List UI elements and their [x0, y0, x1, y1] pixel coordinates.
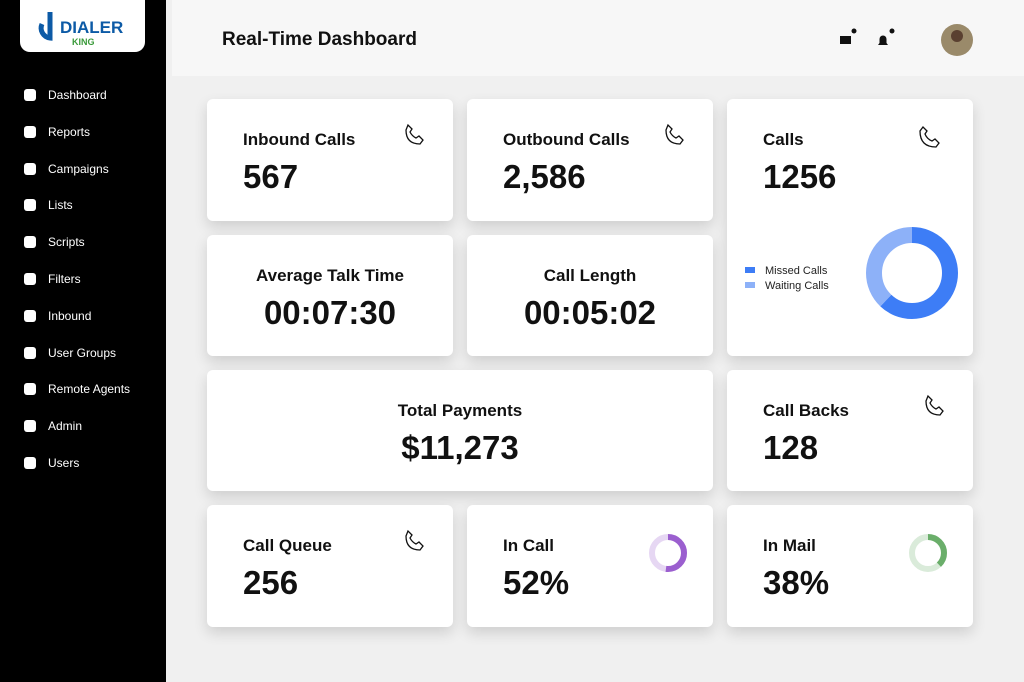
stat-card: In Mail 38% [727, 505, 973, 627]
menu-item[interactable]: Lists [24, 197, 73, 213]
card-icon [925, 394, 944, 416]
mail-icon[interactable] [840, 36, 851, 44]
stat-card: Average Talk Time 00:07:30 [207, 235, 453, 356]
card-graphics [649, 534, 687, 572]
menu-item[interactable]: User Groups [24, 345, 116, 361]
legend-label: Waiting Calls [765, 280, 829, 292]
card-value: 00:07:30 [263, 294, 397, 331]
card-title: Total Payments [397, 401, 523, 420]
card-value: 38% [763, 564, 830, 601]
menu-item[interactable]: Remote Agents [24, 381, 130, 397]
logo[interactable]: DIALER KING [20, 0, 145, 52]
logo-art: DIALER KING [38, 12, 123, 47]
menu-item[interactable]: Campaigns [24, 161, 109, 177]
bell-dot [889, 28, 895, 34]
card-title: Call Queue [243, 536, 332, 555]
header: Real-Time Dashboard [172, 0, 1024, 76]
legend-swatch [745, 267, 755, 273]
card-value: 00:05:02 [523, 294, 657, 331]
card-icon [405, 529, 424, 551]
stat-card: Outbound Calls 2,586 [467, 99, 713, 221]
card-icon [665, 123, 684, 145]
card-graphics [925, 394, 944, 416]
stat-card: Calls 1256 Missed Calls Waiting Calls [727, 99, 973, 356]
logo-mark [38, 12, 53, 41]
card-icon [405, 123, 424, 145]
menu-item[interactable]: Scripts [24, 234, 85, 250]
card-title: Inbound Calls [243, 130, 356, 149]
legend-label: Missed Calls [765, 265, 828, 277]
stat-card: Call Queue 256 [207, 505, 453, 627]
menu-item[interactable]: Admin [24, 418, 82, 434]
card-title: Calls [763, 130, 804, 149]
header-icons [840, 24, 973, 56]
legend-swatch [745, 282, 755, 288]
bell-icon[interactable] [878, 35, 888, 46]
card-graphics [405, 529, 424, 551]
stat-card: Call Backs 128 [727, 370, 973, 491]
stat-card: Call Length 00:05:02 [467, 235, 713, 356]
card-graphics [207, 235, 453, 356]
card-title: In Mail [763, 536, 816, 555]
card-value: 567 [243, 158, 299, 195]
logo-subtext: KING [72, 37, 95, 47]
mail-dot [851, 28, 857, 34]
card-title: In Call [503, 536, 555, 555]
menu-item[interactable]: Filters [24, 271, 81, 287]
card-graphics [207, 370, 713, 491]
card-graphics [405, 123, 424, 145]
card-value: $11,273 [401, 429, 519, 466]
card-graphics [909, 534, 947, 572]
avatar-head [951, 30, 963, 42]
card-value: 256 [243, 564, 299, 601]
card-graphics [665, 123, 684, 145]
card-value: 1256 [763, 158, 837, 195]
card-graphics: Missed Calls Waiting Calls [745, 126, 958, 319]
card-title: Call Backs [763, 401, 849, 420]
card-icon [919, 126, 940, 148]
stat-card: Inbound Calls 567 [207, 99, 453, 221]
card-value: 52% [503, 564, 570, 601]
donut-segment [866, 227, 958, 319]
logo-text: DIALER [60, 18, 123, 37]
stat-card: In Call 52% [467, 505, 713, 627]
menu-item[interactable]: Reports [24, 124, 90, 140]
menu-item[interactable]: Users [24, 455, 79, 471]
card-title: Average Talk Time [255, 266, 405, 285]
card-title: Outbound Calls [503, 130, 630, 149]
ring-progress [909, 534, 947, 572]
card-graphics [467, 235, 713, 356]
card-title: Call Length [543, 266, 637, 285]
card-value: 128 [763, 429, 819, 466]
menu-item[interactable]: Dashboard [24, 87, 107, 103]
stat-card: Total Payments $11,273 [207, 370, 713, 491]
menu-item[interactable]: Inbound [24, 308, 91, 324]
page-title: Real-Time Dashboard [222, 29, 417, 50]
ring-progress [649, 534, 687, 572]
card-value: 2,586 [503, 158, 586, 195]
sidebar: DIALER KING Dashboard Reports Campaigns Lis… [0, 0, 166, 682]
